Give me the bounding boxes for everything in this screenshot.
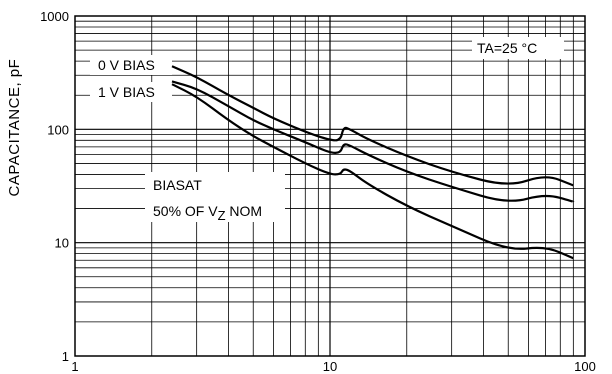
plot-frame (74, 15, 586, 357)
label-bg (472, 37, 564, 59)
series-line-1 (171, 65, 574, 187)
label-bg (145, 172, 285, 222)
y-tick-label: 1 (62, 349, 69, 364)
tick-labels: 1 10 100 1000 1 10 100 (40, 9, 596, 374)
label-bias-at: BIASAT (153, 177, 202, 193)
label-0v-bias: 0 V BIAS (98, 57, 155, 73)
label-temperature: TA=25 °C (477, 40, 537, 56)
label-bias-percent: 50% OF VZ NOM (153, 203, 262, 223)
series-line-3 (171, 83, 574, 260)
x-tick-label: 100 (574, 359, 596, 374)
y-tick-label: 10 (55, 236, 69, 251)
y-tick-label: 100 (47, 122, 69, 137)
label-bg (90, 55, 172, 75)
annotations: 0 V BIAS 1 V BIAS TA=25 °C BIASAT 50% OF VZ … (90, 37, 564, 223)
x-tick-label: 1 (71, 359, 78, 374)
series-line-2 (171, 80, 575, 203)
label-1v-bias: 1 V BIAS (98, 84, 155, 100)
series-lines (171, 65, 575, 260)
y-tick-label: 1000 (40, 9, 69, 24)
label-bg (90, 82, 172, 102)
y-axis-label: CAPACITANCE, pF (6, 58, 23, 197)
x-tick-label: 10 (323, 359, 337, 374)
